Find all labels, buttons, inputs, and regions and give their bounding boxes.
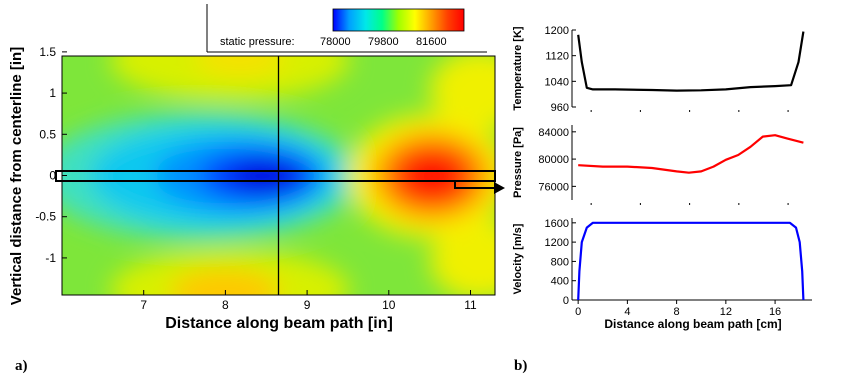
y-tick-label: 800	[551, 256, 569, 268]
x-tick-label: 11	[464, 298, 477, 312]
x-tick-label: 8	[674, 306, 680, 318]
pressure-line	[578, 134, 804, 174]
x-tick-label: 7	[140, 298, 147, 312]
y-tick-label: 1200	[545, 25, 569, 37]
velocity-line	[577, 221, 805, 301]
y-tick-label: 1.5	[39, 45, 56, 59]
y-tick-label: 0.5	[39, 127, 56, 141]
colorbar	[332, 8, 465, 32]
y-axis-label: Temperature [K]	[512, 26, 524, 110]
x-axis-label: Distance along beam path [in]	[165, 315, 393, 332]
x-axis-ticks: 7 8 9 10 11	[140, 290, 477, 312]
y-tick-label: 84000	[538, 127, 569, 139]
y-axis-label: Vertical distance from centerline [in]	[8, 47, 25, 305]
velocity-subplot: 0 400 800 1200 1600 0 4 8 12 16 Velocity [m/s]	[512, 218, 812, 318]
y-tick-label: 1200	[545, 237, 569, 249]
x-tick-label: 4	[624, 306, 630, 318]
y-axis-label: Velocity [m/s]	[512, 223, 524, 294]
colorbar-legend: static pressure: 78000 79800 81600	[206, 4, 487, 53]
y-tick-label: 400	[551, 276, 569, 288]
y-tick-label: 1600	[545, 218, 569, 230]
x-tick-label: 16	[769, 306, 781, 318]
y-axis-label: Pressure [Pa]	[512, 127, 524, 198]
x-axis-label-b: Distance along beam path [cm]	[604, 317, 781, 331]
y-tick-label: 1	[49, 86, 56, 100]
y-tick-label: -1	[45, 251, 56, 265]
beam-path-arrow	[55, 170, 496, 189]
y-tick-label: 1120	[545, 51, 569, 63]
colorbar-label: static pressure:	[220, 36, 295, 48]
pressure-field	[62, 56, 495, 295]
arrow-head-icon	[494, 182, 505, 194]
y-tick-label: -0.5	[35, 210, 56, 224]
y-axis-ticks: 1.5 1 0.5 0 -0.5 -1	[35, 45, 67, 265]
y-tick-label: 0	[563, 295, 569, 307]
x-tick-label: 12	[720, 306, 732, 318]
x-tick-label: 8	[222, 298, 229, 312]
y-tick-label: 960	[551, 102, 569, 114]
x-tick-label: 10	[382, 298, 396, 312]
x-tick-label: 0	[575, 306, 581, 318]
panel-label-b: b)	[514, 358, 527, 374]
colorbar-tick: 79800	[368, 36, 399, 48]
temperature-line	[577, 31, 805, 92]
panel-a: static pressure: 78000 79800 81600 1.510…	[8, 4, 505, 374]
y-tick-label: 80000	[538, 154, 569, 166]
y-tick-label: 1040	[545, 76, 569, 88]
colorbar-tick: 78000	[320, 36, 351, 48]
temperature-subplot: 960 1040 1120 1200 Temperature [K]	[512, 25, 805, 114]
y-tick-label: 0	[49, 169, 56, 183]
colorbar-tick: 81600	[416, 36, 447, 48]
pressure-subplot: 76000 80000 84000 Pressure [Pa]	[512, 125, 804, 205]
y-tick-label: 76000	[538, 181, 569, 193]
x-tick-label: 9	[304, 298, 311, 312]
panel-label-a: a)	[15, 358, 28, 374]
